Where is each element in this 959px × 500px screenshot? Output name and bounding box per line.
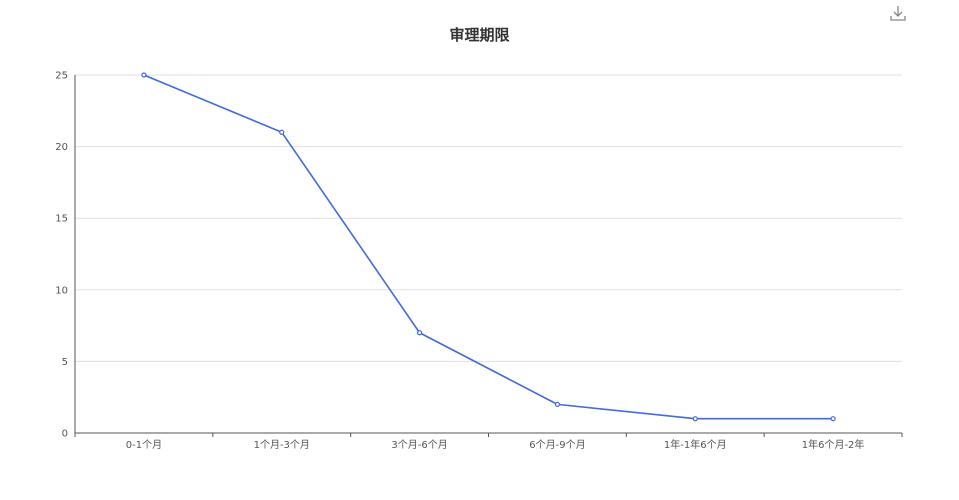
x-tick-label: 1个月-3个月 [254,439,310,451]
data-point [692,416,698,422]
x-tick-label: 6个月-9个月 [529,439,585,451]
y-tick-label-10: 10 [55,285,68,296]
series-line [143,74,834,420]
x-tick-label: 1年-1年6个月 [664,438,727,451]
data-point [416,330,423,336]
y-tick-label-0: 0 [62,429,68,440]
data-point [279,129,285,135]
x-tick-label: 3个月-6个月 [391,439,447,451]
chart-title: 审理期限 [449,26,510,44]
x-tick-label: 0-1个月 [126,439,162,451]
series [141,72,836,422]
y-tick-label-15: 15 [55,214,68,225]
download-icon[interactable] [889,4,907,22]
y-tick-label-5: 5 [62,357,68,368]
y-tick-label-25: 25 [55,71,68,82]
data-point [554,401,561,407]
data-point [141,72,147,78]
y-tick-label-20: 20 [55,142,68,153]
grid-lines [75,74,902,362]
x-tick-label: 1年6个月-2年 [802,438,865,451]
data-point [830,416,836,422]
y-tick-labels: 0 5 10 15 20 25 [55,71,68,440]
x-tick-labels: 0-1个月 1个月-3个月 3个月-6个月 6个月-9个月 1年-1年6个月 1年6个月-… [126,438,865,451]
axes [74,75,903,437]
